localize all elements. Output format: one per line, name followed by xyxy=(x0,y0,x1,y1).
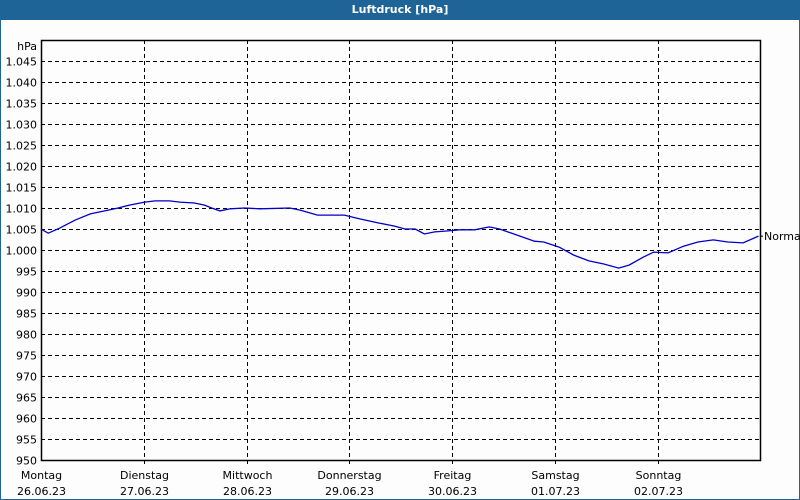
y-tick-label: 1.005 xyxy=(6,224,38,237)
y-tick-label: 985 xyxy=(16,308,37,321)
y-tick-label: 1.045 xyxy=(6,56,38,69)
y-tick-label: 1.025 xyxy=(6,140,38,153)
window-title: Luftdruck [hPa] xyxy=(0,0,800,20)
x-tick-day: Samstag xyxy=(531,469,579,482)
y-tick-label: 980 xyxy=(16,329,37,342)
y-tick-label: 975 xyxy=(16,350,37,363)
y-tick-label: 1.035 xyxy=(6,98,38,111)
x-tick-day: Freitag xyxy=(434,469,472,482)
x-tick-day: Donnerstag xyxy=(317,469,381,482)
x-tick-day: Dienstag xyxy=(120,469,169,482)
y-tick-label: 950 xyxy=(16,455,37,468)
pressure-line xyxy=(40,200,759,269)
y-tick-label: 995 xyxy=(16,266,37,279)
y-tick-label: 990 xyxy=(16,287,37,300)
x-tick-date: 01.07.23 xyxy=(531,485,580,498)
y-tick-label: 970 xyxy=(16,371,37,384)
x-tick-date: 26.06.23 xyxy=(17,485,66,498)
y-tick-label: 1.020 xyxy=(6,161,38,174)
y-tick-label: 1.000 xyxy=(6,245,38,258)
y-tick-label: 960 xyxy=(16,413,37,426)
x-tick-day: Mittwoch xyxy=(223,469,273,482)
y-tick-label: 965 xyxy=(16,392,37,405)
y-tick-label: 955 xyxy=(16,434,37,447)
x-tick-date: 28.06.23 xyxy=(223,485,272,498)
x-tick-day: Sonntag xyxy=(636,469,682,482)
x-tick-date: 29.06.23 xyxy=(325,485,374,498)
plot-frame xyxy=(40,39,762,462)
normal-label: Normal xyxy=(764,230,800,243)
x-tick-date: 27.06.23 xyxy=(120,485,169,498)
y-axis-unit: hPa xyxy=(17,40,37,53)
y-tick-label: 1.010 xyxy=(6,203,38,216)
y-tick-label: 1.015 xyxy=(6,182,38,195)
y-tick-label: 1.030 xyxy=(6,119,38,132)
x-tick-date: 02.07.23 xyxy=(634,485,683,498)
x-tick-day: Montag xyxy=(21,469,62,482)
y-tick-label: 1.040 xyxy=(6,77,38,90)
x-tick-date: 30.06.23 xyxy=(428,485,477,498)
